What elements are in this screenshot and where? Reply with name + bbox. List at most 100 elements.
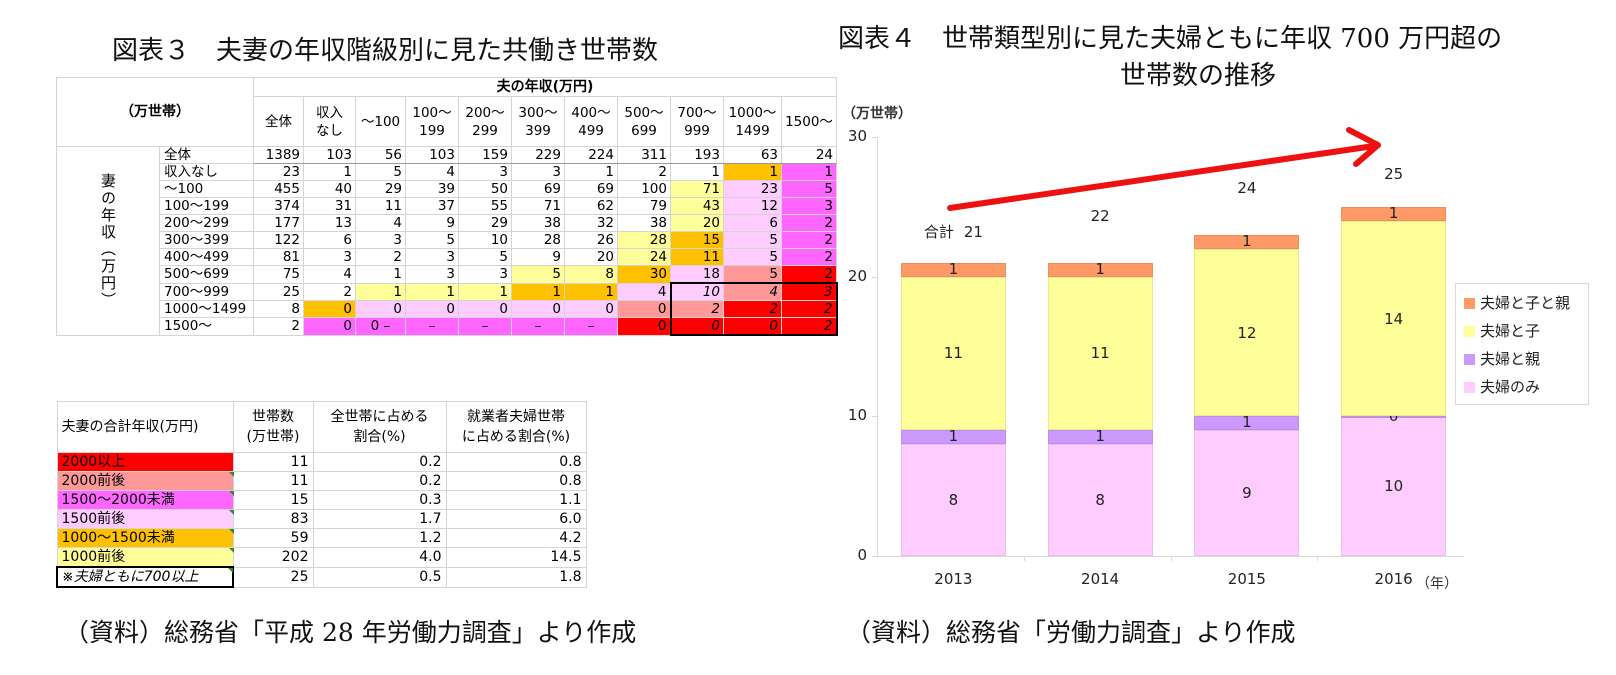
bar-value-label: 9 (1242, 484, 1252, 503)
column-header-text: 299 (472, 122, 498, 139)
table-cell: 1 (723, 163, 782, 181)
summary-header-text: 就業者夫婦世帯 (467, 409, 565, 425)
summary-row: 1500前後 83 1.7 6.0 (56, 509, 587, 529)
column-header-text: 500～ (624, 104, 664, 121)
comment-marker-icon (228, 529, 234, 534)
table-cell: 0 (303, 300, 356, 318)
column-header-text: 700～ (677, 104, 717, 121)
column-header-text: 499 (578, 122, 604, 139)
table-cell: 1 (511, 282, 565, 301)
table-cell: 0 (303, 317, 356, 336)
y-axis-unit: （万世帯） (842, 106, 912, 122)
bar-value-label: 1 (1242, 413, 1252, 432)
summary-header-text: に占める割合(%) (461, 429, 571, 445)
x-tick (1023, 556, 1025, 561)
table-row: 1000～1499 8 0 0 0 0 0 0 0 2 2 2 (57, 300, 838, 318)
income-bracket-text: 2000以上 (61, 454, 126, 470)
bar-segment: 1 (1194, 413, 1300, 432)
total-value: 21 (963, 222, 983, 241)
legend-item: 夫婦と子 (1464, 320, 1540, 341)
column-header-text: 999 (684, 122, 710, 139)
table-cell: 75 (253, 265, 304, 284)
table-cell: 229 (511, 146, 565, 164)
table-cell: 122 (253, 231, 304, 249)
table-cell: 2 (669, 300, 724, 318)
legend-swatch-icon (1464, 354, 1475, 365)
column-header: 400～ 499 (564, 96, 618, 147)
table-cell: 28 (617, 231, 671, 249)
summary-cell-share-working: 4.2 (445, 528, 587, 548)
column-header-text: 1499 (735, 122, 770, 139)
table-cell: 23 (253, 163, 304, 181)
bar-value-label: 1 (1388, 203, 1399, 222)
table-row: 100～199 374 31 11 37 55 71 62 79 43 12 3 (57, 197, 837, 215)
table-cell: 23 (723, 180, 782, 198)
summary-row: 1500～2000未満 15 0.3 1.1 (56, 490, 587, 510)
table-cell: 3 (303, 248, 356, 266)
column-header-text: 収入 (316, 104, 343, 121)
y-tick-label: 0 (857, 546, 867, 564)
summary-header-text: 世帯数 (252, 409, 294, 425)
figure4-title-line2: 世帯数の推移 (1120, 61, 1277, 91)
bar-segment: 1 (1047, 427, 1153, 445)
bar-value-label: 1 (1095, 259, 1105, 278)
table-cell: 2 (781, 300, 838, 318)
legend-item: 夫婦のみ (1464, 376, 1540, 397)
table-row: 300～399 122 6 3 5 10 28 26 28 15 5 2 (57, 231, 837, 249)
x-tick (1317, 556, 1319, 561)
comment-marker-icon (228, 491, 234, 496)
table-cell: 62 (564, 197, 618, 215)
table-cell: 5 (723, 231, 782, 249)
table-cell: 81 (253, 248, 304, 266)
column-header-text: 199 (419, 122, 445, 139)
y-tick-label: 30 (847, 127, 867, 145)
table-cell: 374 (253, 197, 304, 215)
legend-label: 夫婦と子と親 (1480, 294, 1571, 312)
summary-header-text: 夫妻の合計年収(万円) (61, 419, 199, 435)
bar-value-label: 14 (1384, 309, 1404, 328)
table-cell: 2 (781, 265, 837, 284)
summary-header-text: 割合(%) (353, 429, 406, 445)
table-cell: 24 (781, 146, 837, 164)
table-cell: 56 (355, 146, 406, 164)
income-bracket-text: ※夫婦ともに700以上 (62, 569, 199, 585)
table-cell: 5 (723, 248, 782, 266)
table-cell: 24 (617, 248, 671, 266)
bar-segment: 1 (1341, 203, 1447, 222)
table-cell: 103 (303, 146, 356, 164)
summary-cell-households: 25 (232, 566, 314, 588)
bar-segment: 9 (1194, 430, 1300, 556)
table-cell: 4 (617, 282, 671, 301)
column-header: 収入 なし (303, 96, 356, 147)
table-cell: 1 (781, 163, 837, 181)
bar-segment: 8 (1047, 444, 1153, 556)
summary-header: 夫妻の合計年収(万円) (56, 401, 234, 453)
summary-row: 2000以上 11 0.2 0.8 (56, 452, 587, 472)
income-bracket-text: 2000前後 (61, 473, 126, 489)
table-cell: 5 (781, 180, 837, 198)
row-label: 300～399 (159, 231, 254, 249)
column-header: 全体 (253, 96, 304, 147)
column-header: 1500～ (781, 96, 837, 147)
table-cell: 2 (781, 231, 837, 249)
table-cell: 69 (511, 180, 565, 198)
table-cell: 2 (723, 300, 782, 318)
summary-row: 1000～1500未満 59 1.2 4.2 (56, 528, 587, 548)
column-header: ～100 (355, 96, 406, 147)
income-bracket-text: 1000～1500未満 (61, 530, 175, 546)
bar-total-label: 合計 21 (881, 221, 1026, 242)
column-header-text: 1500～ (785, 113, 833, 130)
legend-item: 夫婦と親 (1464, 348, 1540, 369)
bar-total-label: 22 (1028, 207, 1173, 225)
row-label: 200～299 (159, 214, 254, 232)
table-cell: 71 (511, 197, 565, 215)
figure4-source: （資料）総務省「労働力調査」より作成 (846, 618, 1296, 647)
total-prefix: 合計 (923, 222, 954, 241)
bar-value-label: 1 (948, 259, 959, 278)
table-row: 500～699 75 4 1 3 3 5 8 30 18 5 2 (57, 265, 837, 284)
column-header-text: 全体 (265, 113, 292, 130)
table-row: 200～299 177 13 4 9 29 38 32 38 20 6 2 (57, 214, 837, 232)
figure3-title: 図表３ 夫妻の年収階級別に見た共働き世帯数 (112, 36, 659, 66)
